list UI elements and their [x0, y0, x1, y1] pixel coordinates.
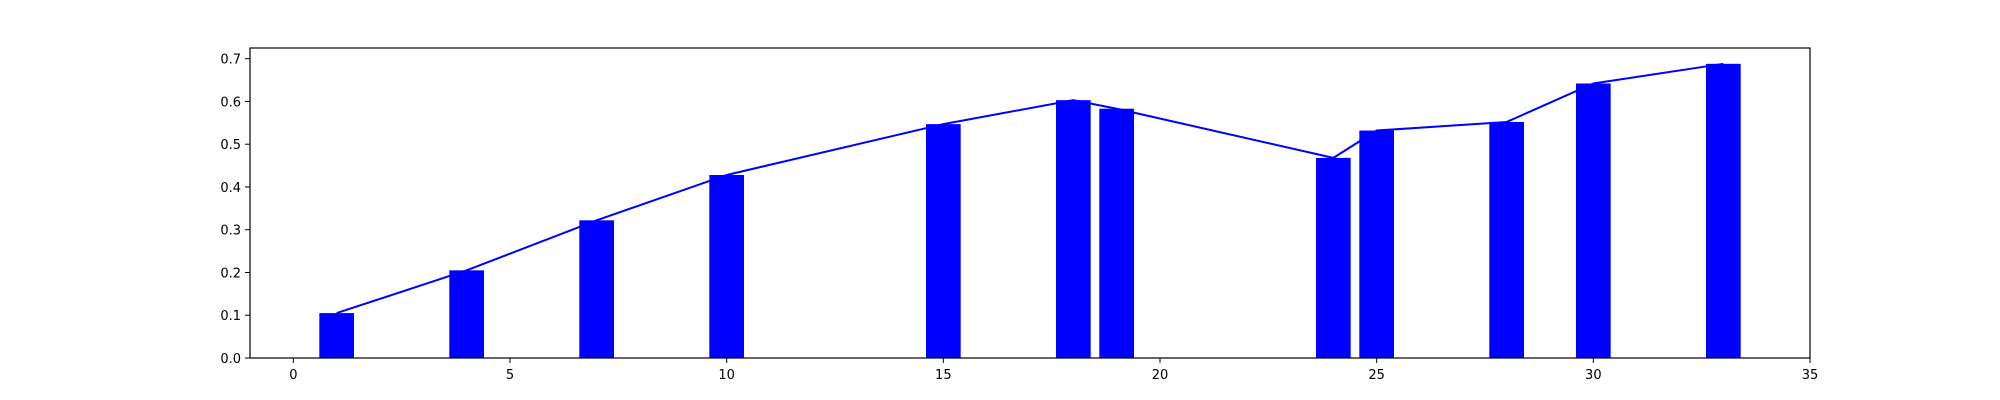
x-tick-label: 25	[1368, 368, 1385, 383]
y-tick-label: 0.5	[220, 138, 241, 153]
bar	[926, 124, 961, 358]
bar	[1576, 83, 1611, 358]
series-line	[336, 62, 1724, 315]
bar	[449, 270, 484, 358]
y-tick-label: 0.1	[220, 309, 241, 324]
bar	[1316, 157, 1351, 358]
y-tick-label: 0.6	[220, 95, 241, 110]
x-tick-label: 15	[935, 368, 952, 383]
x-tick-label: 35	[1802, 368, 1819, 383]
bar	[1706, 63, 1741, 359]
y-tick-label: 0.2	[220, 266, 241, 281]
bar	[1099, 108, 1134, 358]
y-tick-label: 0.7	[220, 53, 241, 68]
x-tick-label: 0	[289, 368, 297, 383]
bar	[1056, 100, 1091, 358]
bar	[579, 220, 614, 358]
plot-frame	[249, 47, 1811, 359]
y-tick-label: 0.0	[220, 352, 241, 367]
bar	[1359, 130, 1394, 358]
line-layer	[336, 62, 1724, 315]
y-tick-label: 0.4	[220, 181, 241, 196]
bar	[1489, 121, 1524, 358]
x-tick-label: 10	[718, 368, 735, 383]
bar	[709, 174, 744, 358]
bar	[319, 313, 354, 358]
y-tick-label: 0.3	[220, 224, 241, 239]
x-tick-label: 5	[506, 368, 514, 383]
axes-layer: 0 5 10 15 20 25 30 35 0.0 0.1 0.2 0.3 0.4 0.5 0.6 0.7	[220, 47, 1819, 383]
x-tick-label: 20	[1152, 368, 1169, 383]
x-tick-label: 30	[1585, 368, 1602, 383]
bars-layer	[319, 63, 1741, 359]
